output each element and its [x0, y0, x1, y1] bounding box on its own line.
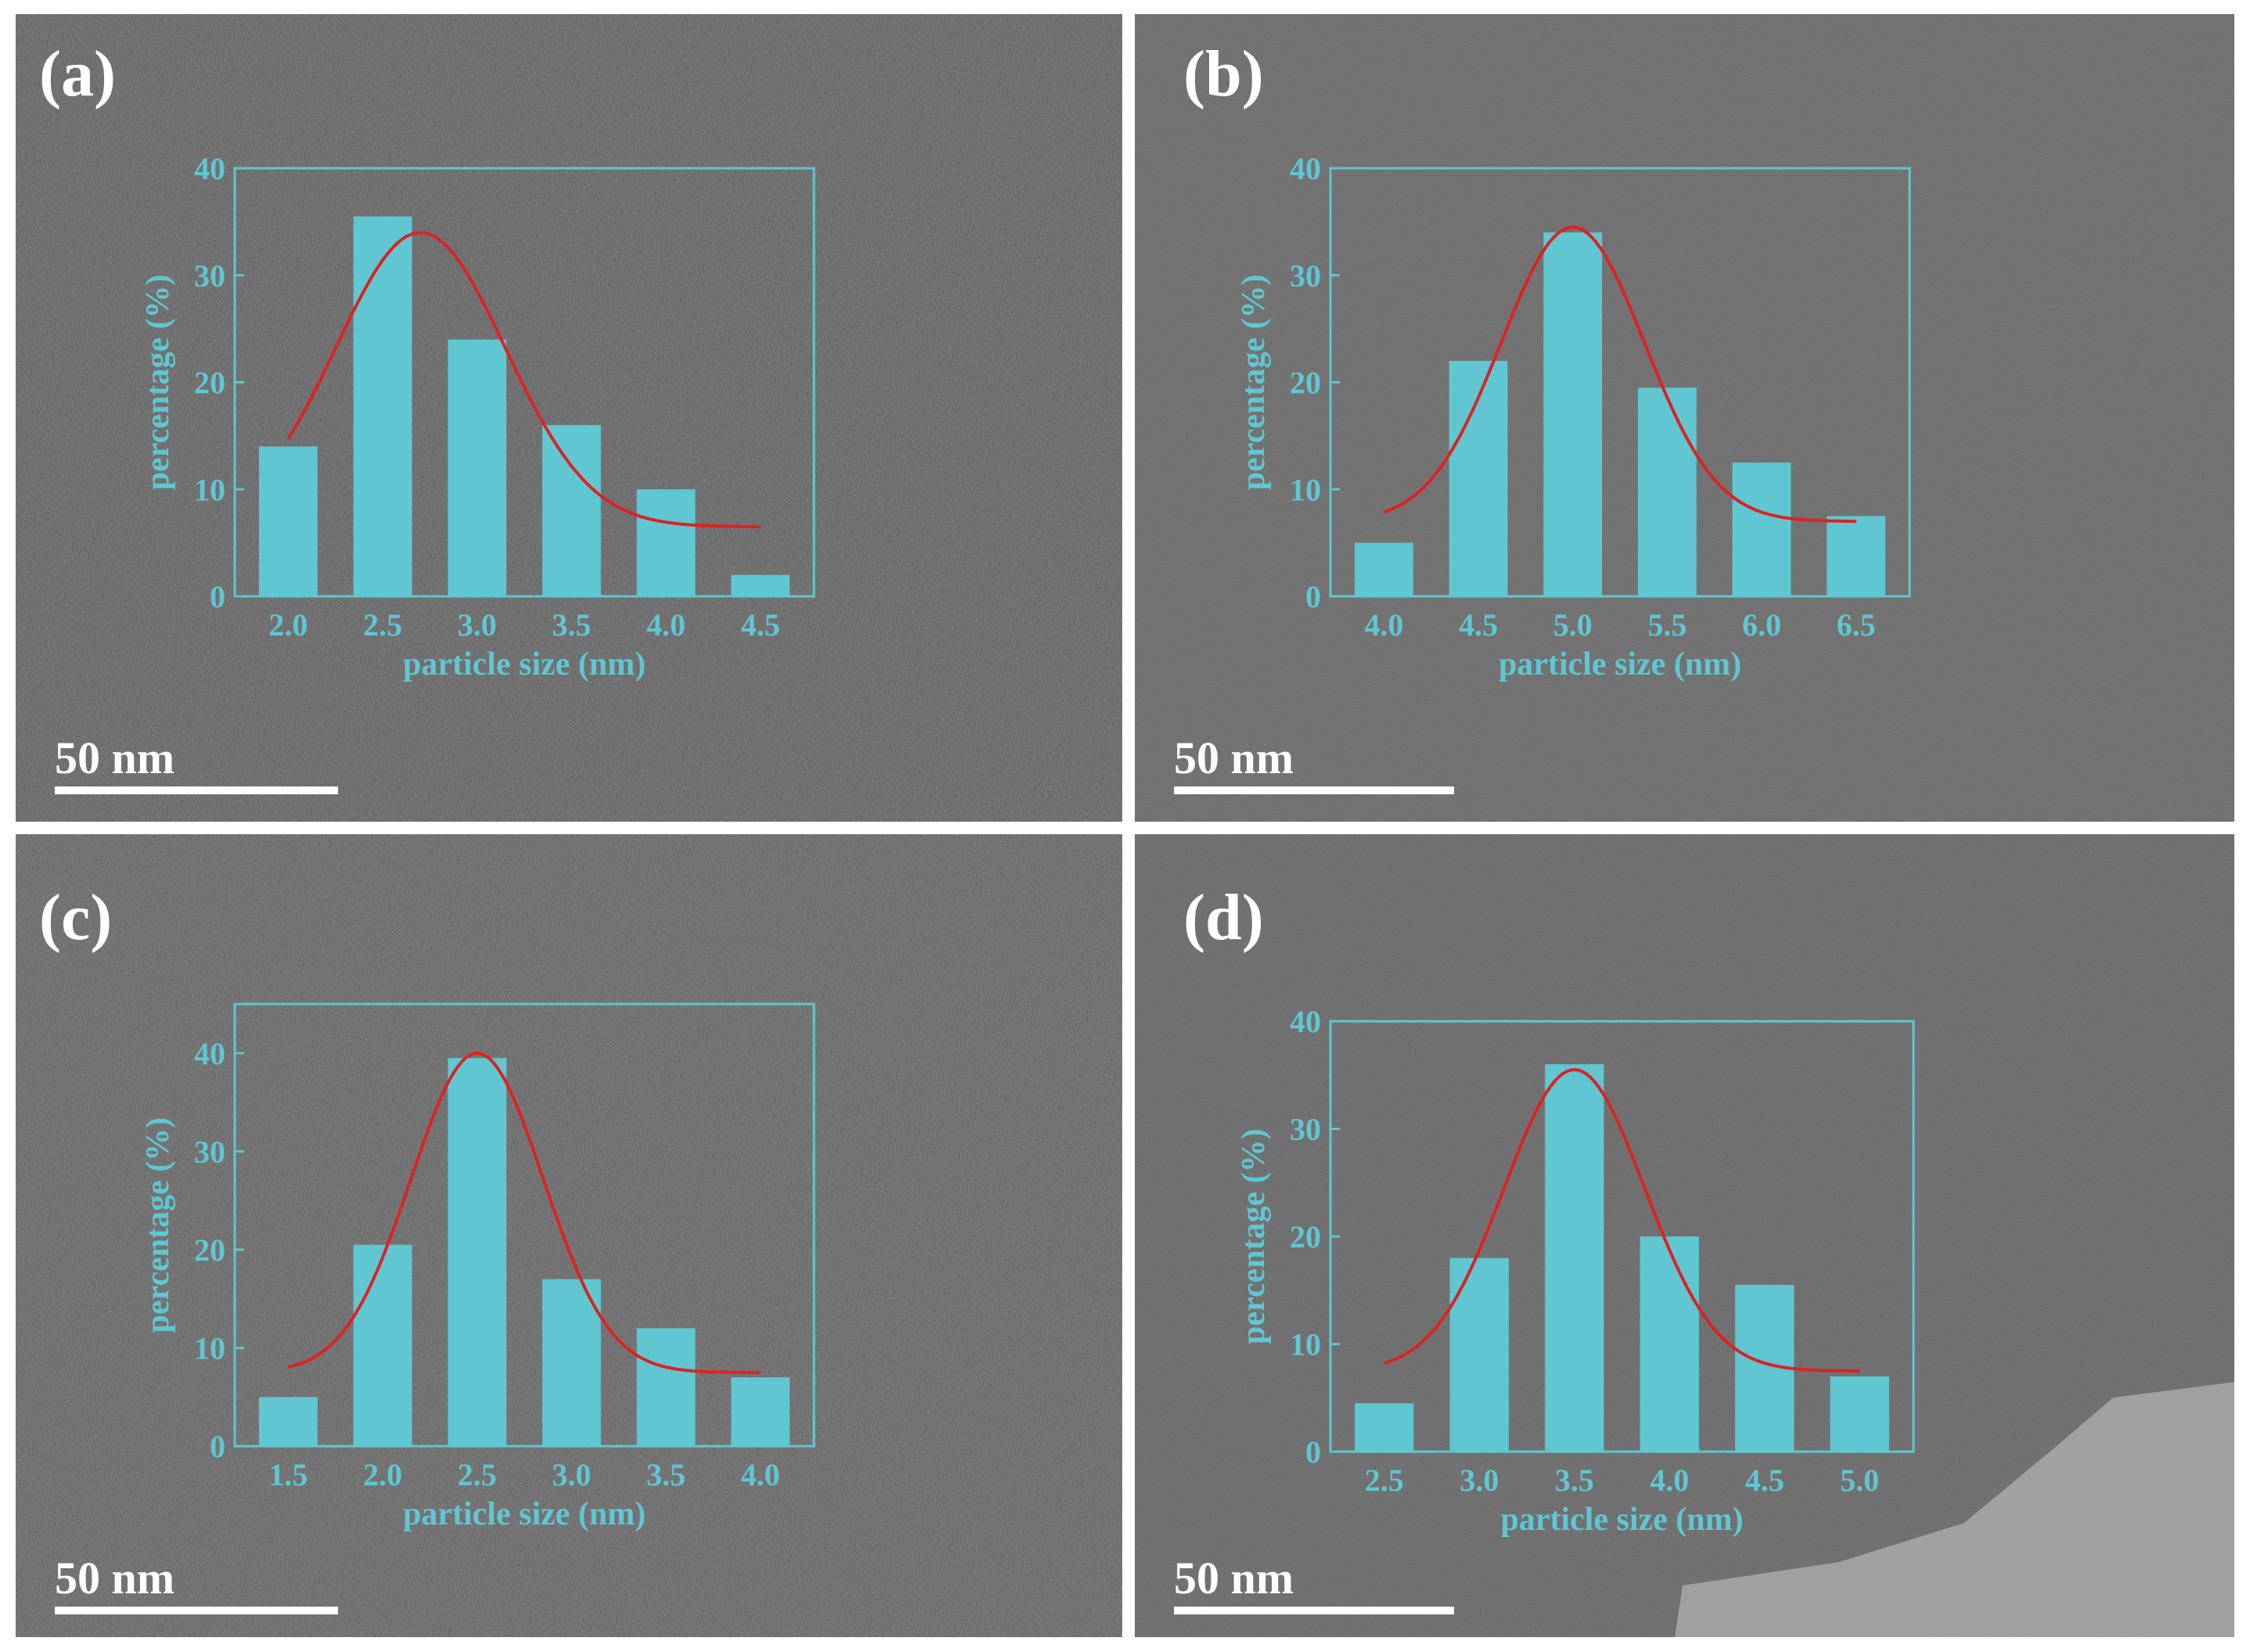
bar-3.5 [542, 425, 601, 596]
x-tick-label-4.0: 4.0 [646, 607, 686, 642]
x-tick-label-3.5: 3.5 [646, 1457, 686, 1492]
bar-5.5 [1637, 387, 1697, 596]
histogram-c: 0 10 20 30 40 1.5 2.0 2.5 3.0 3.5 4.0 particle size… [140, 1002, 815, 1532]
x-axis-label: particle size (nm) [1499, 646, 1741, 682]
x-tick-label-4.5: 4.5 [1745, 1463, 1784, 1498]
x-axis-label: particle size (nm) [1500, 1502, 1743, 1538]
scale-bar-label-d: 50 nm [1174, 1553, 1294, 1603]
x-tick-label-3.0: 3.0 [1460, 1463, 1499, 1498]
y-tick-label-20: 20 [1290, 365, 1321, 401]
scale-bar-label-b: 50 nm [1174, 732, 1294, 783]
x-tick-label-4.5: 4.5 [1459, 607, 1498, 642]
y-tick-label-0: 0 [210, 1429, 225, 1464]
y-tick-label-10: 10 [194, 472, 225, 507]
scale-bar-d: 50 nm [1174, 1553, 1454, 1614]
scale-bar-c: 50 nm [55, 1553, 338, 1614]
x-tick-label-3.0: 3.0 [458, 607, 497, 642]
bar-3.0 [1449, 1258, 1509, 1452]
bar-2.5 [448, 1058, 507, 1446]
bar-3.0 [448, 339, 507, 596]
y-tick-label-40: 40 [1290, 151, 1321, 186]
x-tick-label-2.5: 2.5 [363, 607, 402, 642]
panel-label-b: (b) [1183, 38, 1264, 110]
y-tick-label-30: 30 [1290, 258, 1321, 293]
panel-a [16, 14, 1122, 822]
x-tick-label-3.5: 3.5 [552, 607, 591, 642]
y-tick-label-0: 0 [1305, 579, 1321, 614]
panel-d [1135, 834, 2234, 1637]
panel-label-a: (a) [39, 38, 116, 110]
scale-bar-line-a [55, 786, 338, 794]
plot-frame [233, 1002, 815, 1448]
y-axis-label: percentage (%) [1236, 275, 1272, 491]
y-axis-label: percentage (%) [140, 275, 176, 491]
gaussian-fit-curve [286, 231, 761, 528]
x-tick-label-2.5: 2.5 [458, 1457, 497, 1492]
panel-c [16, 834, 1122, 1637]
x-tick-label-6.0: 6.0 [1742, 607, 1781, 642]
bar-4.0 [1640, 1236, 1699, 1452]
scale-bar-line-b [1174, 786, 1454, 794]
panel-label-c: (c) [39, 881, 112, 954]
bar-4.0 [636, 489, 696, 596]
x-tick-label-4.5: 4.5 [741, 607, 780, 642]
y-tick-label-10: 10 [1290, 1327, 1321, 1362]
bar-6.0 [1732, 462, 1791, 596]
x-tick-label-1.5: 1.5 [268, 1457, 308, 1492]
scale-bar-line-c [55, 1607, 338, 1614]
bar-3.5 [1545, 1064, 1604, 1452]
bar-2.0 [258, 446, 318, 596]
bar-5.0 [1543, 232, 1603, 596]
y-tick-label-20: 20 [194, 365, 225, 401]
bar-3.5 [636, 1328, 696, 1446]
panel-label-d: (d) [1183, 881, 1264, 954]
y-tick-label-20: 20 [1290, 1219, 1321, 1254]
histogram-d: 0 10 20 30 40 2.5 3.0 3.5 4.0 4.5 5.0 particle size… [1236, 1004, 1915, 1538]
y-tick-label-40: 40 [1290, 1004, 1321, 1039]
y-tick-label-40: 40 [194, 1036, 225, 1071]
y-tick-label-20: 20 [194, 1233, 225, 1268]
y-tick-label-30: 30 [1290, 1112, 1321, 1147]
x-tick-label-3.5: 3.5 [1555, 1463, 1594, 1498]
x-tick-label-3.0: 3.0 [552, 1457, 591, 1492]
scale-bar-line-d [1174, 1607, 1454, 1614]
x-tick-label-2.0: 2.0 [363, 1457, 402, 1492]
y-tick-label-0: 0 [1305, 1434, 1321, 1470]
x-tick-label-4.0: 4.0 [1650, 1463, 1689, 1498]
bar-2.5 [353, 216, 412, 596]
x-tick-label-4.0: 4.0 [1364, 607, 1403, 642]
y-tick-label-30: 30 [194, 1134, 225, 1169]
scale-bar-label-c: 50 nm [55, 1553, 175, 1603]
bar-4.0 [731, 1377, 790, 1446]
x-tick-label-4.0: 4.0 [741, 1457, 780, 1492]
gaussian-fit-curve [1384, 1067, 1860, 1373]
scale-bar-label-a: 50 nm [55, 732, 175, 783]
x-tick-label-5.0: 5.0 [1553, 607, 1593, 642]
y-tick-label-10: 10 [194, 1330, 225, 1366]
bar-3.0 [542, 1279, 601, 1446]
x-axis-label: particle size (nm) [403, 1496, 646, 1532]
gaussian-fit-curve [287, 1051, 761, 1374]
bar-5.0 [1830, 1376, 1889, 1452]
gaussian-fit-curve [1383, 225, 1856, 524]
histogram-a: 0 10 20 30 40 2.0 2.5 3.0 3.5 4.0 4.5 particle size… [140, 151, 815, 682]
bar-6.5 [1827, 516, 1886, 596]
y-tick-label-10: 10 [1290, 472, 1321, 507]
x-tick-label-5.0: 5.0 [1840, 1463, 1879, 1498]
y-tick-label-30: 30 [194, 258, 225, 293]
y-axis-label: percentage (%) [140, 1118, 176, 1333]
y-axis-label: percentage (%) [1236, 1128, 1272, 1344]
x-tick-label-6.5: 6.5 [1837, 607, 1876, 642]
x-tick-label-2.0: 2.0 [268, 607, 308, 642]
histogram-b: 0 10 20 30 40 4.0 4.5 5.0 5.5 6.0 6.5 particle size… [1236, 151, 1911, 682]
y-tick-label-40: 40 [194, 151, 225, 186]
x-tick-label-2.5: 2.5 [1365, 1463, 1404, 1498]
bar-2.0 [353, 1244, 412, 1446]
scale-bar-a: 50 nm [55, 732, 338, 794]
x-axis-label: particle size (nm) [403, 646, 646, 682]
scale-bar-b: 50 nm [1174, 732, 1454, 794]
y-tick-label-0: 0 [210, 579, 225, 614]
x-tick-label-5.5: 5.5 [1647, 607, 1687, 642]
